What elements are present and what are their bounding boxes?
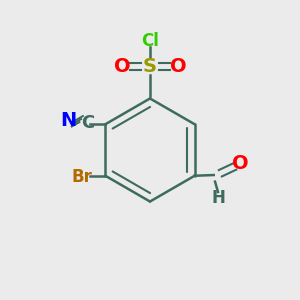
Text: O: O [170,57,186,76]
Text: N: N [60,111,76,130]
Text: O: O [232,154,248,173]
Text: H: H [211,189,225,207]
Text: Br: Br [72,168,93,186]
Text: O: O [114,57,130,76]
Text: Cl: Cl [141,32,159,50]
Text: S: S [143,57,157,76]
Text: C: C [81,114,94,132]
